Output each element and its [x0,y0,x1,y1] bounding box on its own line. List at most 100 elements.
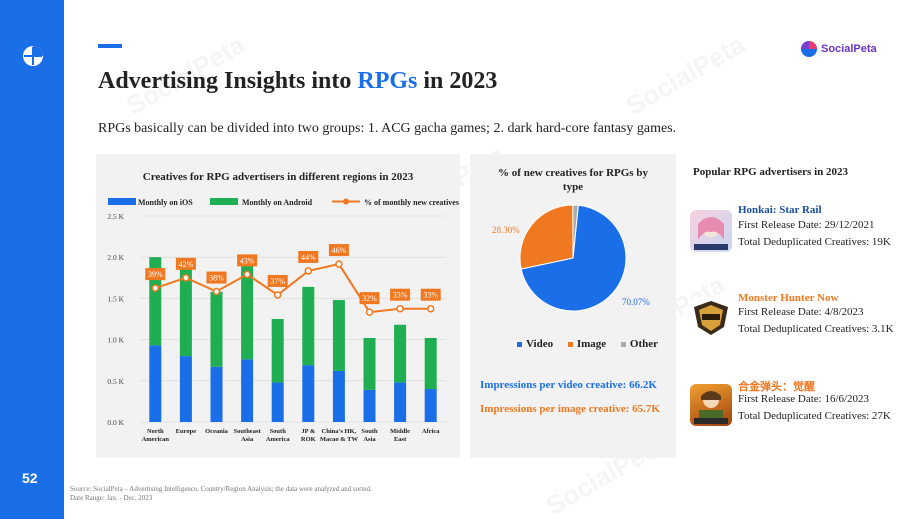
impressions-image: Impressions per image creative: 65.7K [480,403,660,415]
socialpeta-logo: SocialPeta [800,40,877,58]
bar-ios [149,345,162,422]
x-tick-label: China's HK, [322,428,357,435]
x-tick-label: ROK [301,436,316,443]
pct-label-box [175,257,196,270]
title-highlight: RPGs [357,68,418,94]
legend-image-label: Image [576,338,607,350]
game-card-monster-hunter: Monster Hunter Now First Release Date: 4… [690,292,904,345]
bar-ios [424,389,437,422]
x-tick-label: Southeast [234,428,262,435]
pct-label-box [237,254,258,267]
legend-line-label: % of monthly new creatives [364,198,459,207]
pct-line [154,262,431,314]
x-tick-label: American [142,436,170,443]
game-release-date: First Release Date: 4/8/2023 [738,306,864,318]
legend-ios-label: Monthly on iOS [138,198,193,207]
pie-label-video: 70.07% [622,297,650,307]
pct-label: 46% [332,246,347,255]
subtitle: RPGs basically can be divided into two g… [98,121,677,136]
x-tick-label: Middle [390,428,410,435]
y-tick-label: 2.0 K [107,253,124,262]
pct-label: 32% [362,294,377,303]
x-tick-label: South [270,428,287,435]
pct-marker [426,304,435,313]
game-card-metal-slug: 合金弹头：觉醒 First Release Date: 16/6/2023 To… [690,380,904,432]
pct-label-box [328,244,349,257]
watermark: SocialPeta [621,29,750,121]
pct-marker [243,270,251,279]
footer-date-range: Date Range: Jan. - Dec. 2023 [70,494,153,502]
impressions-video: Impressions per video creative: 66.2K [480,379,657,391]
x-tick-label: Asia [241,436,254,443]
logo-text: SocialPeta [821,43,877,55]
game-name: 合金弹头：觉醒 [738,380,815,393]
legend-other-label: Other [629,338,659,350]
bar-ios [179,356,192,422]
bar-android [332,300,345,371]
legend-other-swatch [620,341,626,347]
legend-android-swatch [210,198,238,205]
pct-marker [396,304,404,313]
x-tick-label: Macao & TW [320,436,359,443]
legend-image-swatch [567,341,573,347]
bar-android [394,324,407,383]
bar-ios [363,389,376,422]
y-tick-label: 2.5 K [107,212,124,221]
region-bar-chart: Creatives for RPG advertisers in differe… [107,171,459,443]
legend-line-marker [343,198,349,205]
brand-pie-icon [23,46,43,66]
metal-slug-character-icon [694,391,728,424]
bar-ios [394,382,407,422]
legend-video-label: Video [526,338,554,350]
honkai-star-rail-icon [690,210,732,252]
bar-android [210,291,223,367]
page-number: 52 [22,470,38,486]
game-name: Monster Hunter Now [738,292,839,304]
popular-heading: Popular RPG advertisers in 2023 [693,166,849,178]
pie-slice-image [519,204,574,270]
pie-label-image: 28.30% [492,225,520,235]
x-tick-label: South [361,428,378,435]
title-accent-bar [98,44,122,48]
x-tick-label: Africa [422,428,440,435]
pct-marker [335,260,343,268]
monster-hunter-now-icon [690,297,732,339]
monster-hunter-badge-icon [694,301,728,335]
metal-slug-awakening-icon [690,384,732,426]
pie-slice-video [520,204,627,312]
bar-android [241,262,254,360]
logo-icon [801,41,817,57]
legend-video-swatch [517,341,522,347]
x-tick-label: Oceania [205,428,228,435]
pct-label: 39% [148,270,163,279]
creative-type-pie-chart: % of new creatives for RPGs by type 70.0… [492,167,650,312]
y-tick-label: 0.5 K [107,377,124,386]
bar-android [424,337,437,390]
pct-label-box [420,288,441,301]
bar-ios [241,359,254,422]
pct-label-box [359,292,380,305]
bar-android [302,286,315,366]
x-tick-label: JP & [301,428,315,435]
source-footer: Source: SocialPeta – Advertising Intelli… [70,485,372,503]
pct-label: 38% [209,274,224,283]
bar-ios [271,382,284,422]
x-tick-label: Europe [176,428,197,435]
legend-ios-swatch [108,198,136,205]
pie-title-line1: % of new creatives for RPGs by [498,167,648,179]
y-tick-label: 0.0 K [107,418,124,427]
pie-title-line2: type [563,181,583,193]
game-creatives: Total Deduplicated Creatives: 19K [738,236,891,248]
game-release-date: First Release Date: 29/12/2021 [738,219,875,231]
pct-label: 42% [179,260,194,269]
bar-ios [302,365,315,422]
pct-label-box [390,288,411,301]
pie-legend: Video Image Other [517,338,658,350]
pct-label-box [145,268,166,281]
title-prefix: Advertising Insights into [98,68,358,94]
title-suffix: in 2023 [417,68,498,94]
bar-android [271,319,284,383]
y-tick-label: 1.5 K [107,294,124,303]
x-tick-label: East [394,436,407,443]
x-tick-label: Asia [363,436,376,443]
